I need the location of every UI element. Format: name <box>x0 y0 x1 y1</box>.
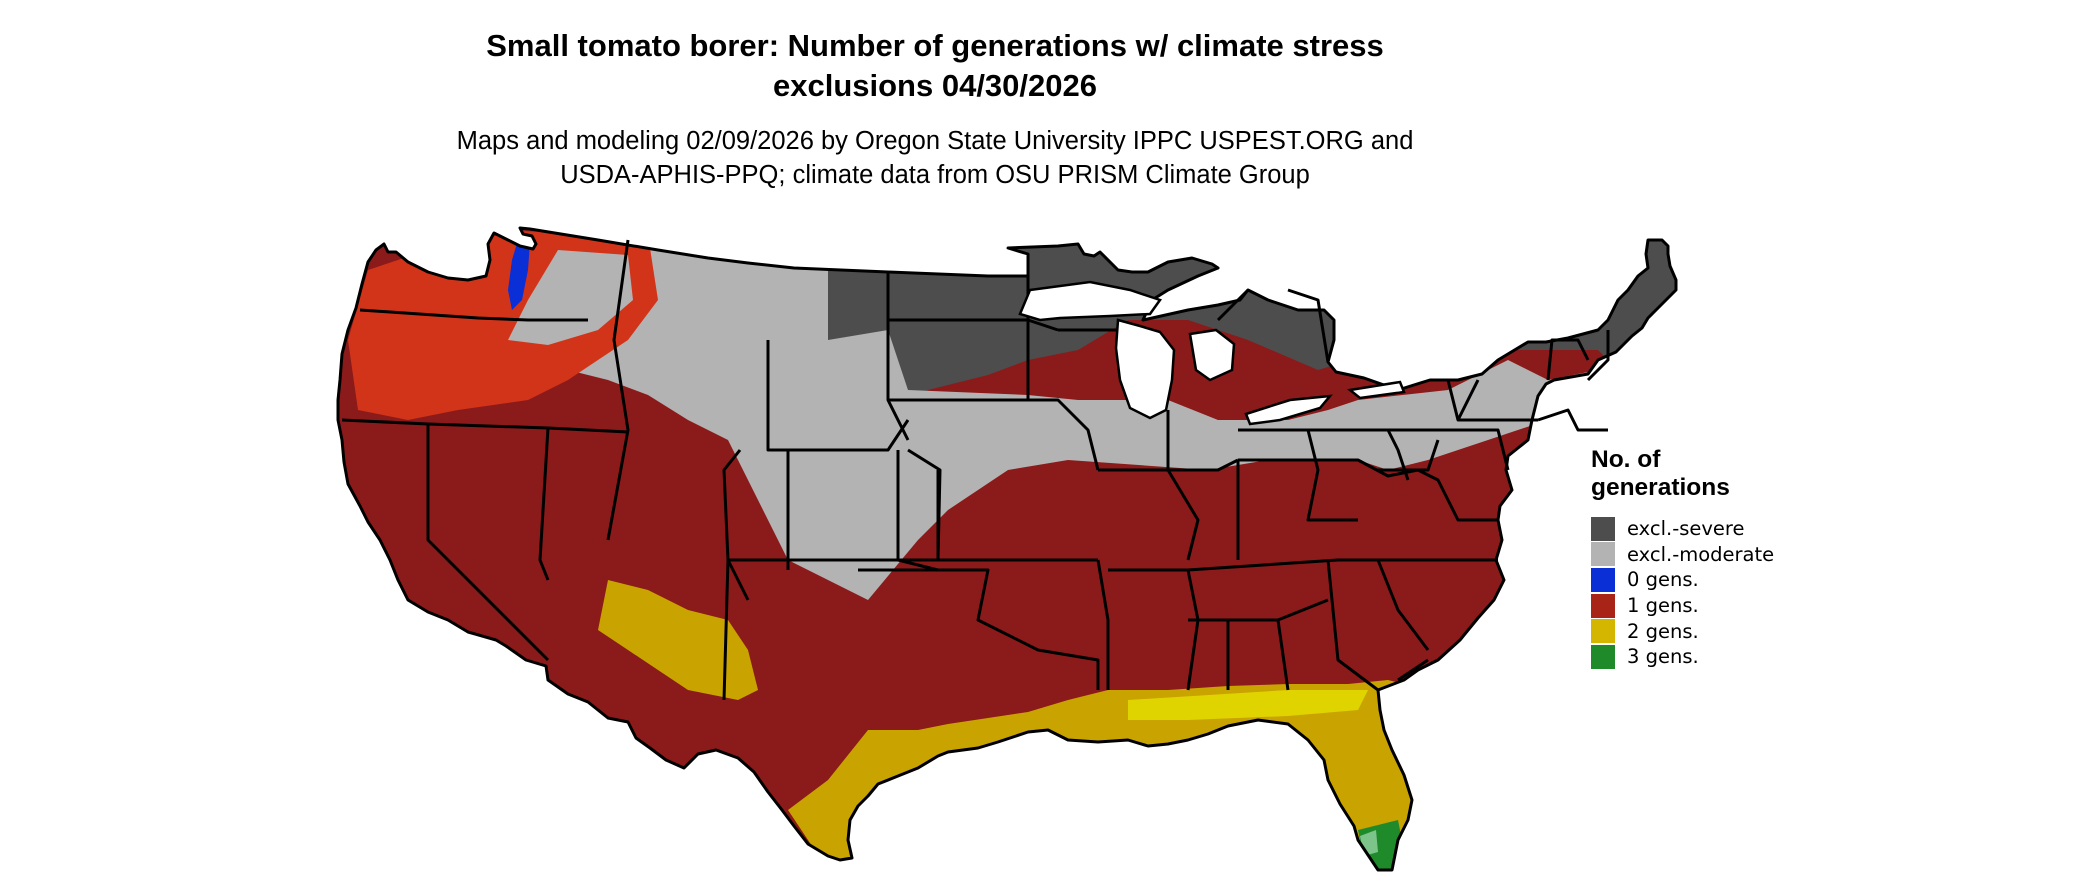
us-map-group <box>336 226 1678 872</box>
legend-label-excl-moderate: excl.-moderate <box>1627 542 1775 566</box>
lake-michigan <box>1114 318 1176 420</box>
legend-items: excl.-severe excl.-moderate 0 gens. 1 ge… <box>1591 516 1811 670</box>
legend-label-3-gens: 3 gens. <box>1627 645 1699 669</box>
map-subtitle-line-2: USDA-APHIS-PPQ; climate data from OSU PR… <box>560 161 1310 189</box>
zone-zero-gens <box>508 240 530 310</box>
lake-superior <box>1018 280 1163 322</box>
legend-swatch-3-gens <box>1591 644 1615 669</box>
legend: No. of generations excl.-severe excl.-mo… <box>1591 446 1811 670</box>
legend-item-excl-severe: excl.-severe <box>1591 516 1811 542</box>
legend-label-0-gens: 0 gens. <box>1627 568 1699 592</box>
legend-item-0-gens: 0 gens. <box>1591 567 1811 593</box>
map-subtitle-line-1: Maps and modeling 02/09/2026 by Oregon S… <box>456 127 1414 155</box>
legend-swatch-excl-severe <box>1591 516 1615 541</box>
legend-item-2-gens: 2 gens. <box>1591 618 1811 644</box>
legend-label-excl-severe: excl.-severe <box>1627 517 1745 541</box>
lake-erie <box>1244 394 1333 426</box>
map-title: Small tomato borer: Number of generation… <box>0 26 1870 106</box>
legend-swatch-0-gens <box>1591 567 1615 592</box>
map-title-line-2: exclusions 04/30/2026 <box>772 68 1097 103</box>
legend-title: No. of generations <box>1591 446 1811 502</box>
legend-swatch-1-gens <box>1591 593 1615 618</box>
great-lakes <box>1018 280 1406 426</box>
legend-swatch-2-gens <box>1591 619 1615 644</box>
legend-item-excl-moderate: excl.-moderate <box>1591 542 1811 568</box>
lake-ontario <box>1347 380 1406 400</box>
legend-title-line-2: generations <box>1591 474 1730 501</box>
legend-swatch-excl-moderate <box>1591 542 1615 567</box>
zone-two-gens-sw <box>598 580 758 700</box>
map-title-line-1: Small tomato borer: Number of generation… <box>486 28 1384 63</box>
legend-item-1-gens: 1 gens. <box>1591 593 1811 619</box>
legend-label-2-gens: 2 gens. <box>1627 619 1699 643</box>
legend-title-line-1: No. of <box>1591 446 1661 473</box>
lake-huron <box>1188 328 1236 382</box>
legend-label-1-gens: 1 gens. <box>1627 594 1699 618</box>
map-subtitle: Maps and modeling 02/09/2026 by Oregon S… <box>0 124 1870 192</box>
zone-two-gens-bright <box>1128 690 1368 720</box>
legend-item-3-gens: 3 gens. <box>1591 644 1811 670</box>
